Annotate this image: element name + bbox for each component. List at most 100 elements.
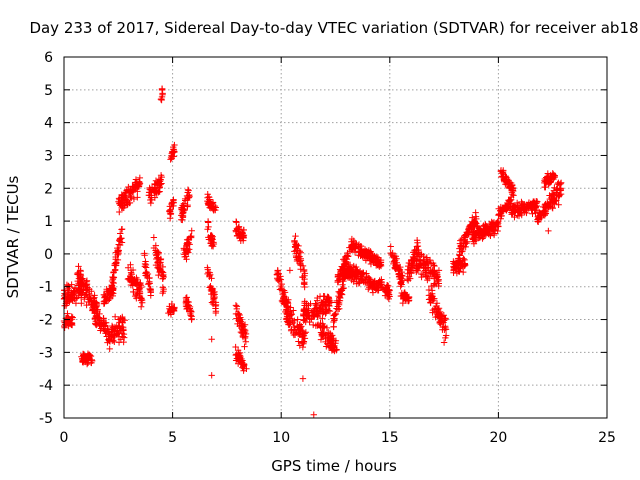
data-point-593 (127, 261, 134, 268)
data-point-1721 (355, 280, 363, 287)
data-point-1284 (299, 262, 307, 270)
data-point-980 (205, 234, 212, 241)
data-point-2317 (472, 213, 480, 220)
data-point-547 (123, 196, 130, 204)
data-point-1176 (274, 267, 281, 274)
data-point-2436 (473, 231, 480, 238)
data-point-2419 (490, 231, 498, 239)
data-point-2554 (508, 182, 516, 189)
data-point-2116 (431, 262, 438, 270)
data-point-1164 (276, 286, 284, 293)
data-point-856 (188, 227, 195, 235)
data-point-2548 (509, 187, 517, 195)
data-point-466 (111, 260, 119, 267)
data-point-348 (106, 294, 114, 301)
data-point-618 (137, 297, 145, 304)
data-point-353 (106, 345, 113, 353)
data-point-609 (129, 266, 137, 274)
data-point-2267 (456, 259, 464, 267)
data-point-2136 (425, 264, 432, 272)
data-point-1006 (209, 285, 217, 293)
data-point-1487 (325, 336, 332, 344)
data-point-2266 (450, 260, 457, 267)
data-point-2442 (482, 227, 489, 234)
data-point-1407 (321, 308, 329, 315)
data-points (60, 85, 565, 418)
data-point-960 (209, 233, 216, 240)
data-point-2329 (468, 218, 476, 225)
data-point-2443 (477, 228, 485, 236)
data-point-2750 (551, 174, 558, 181)
data-point-2174 (433, 300, 441, 307)
x-axis-ticks: 0 5 10 15 20 25 (60, 57, 616, 446)
data-point-889 (184, 248, 191, 256)
chart-title: Day 233 of 2017, Sidereal Day-to-day VTE… (29, 19, 638, 37)
data-point-2181 (441, 323, 449, 330)
data-point-616 (137, 282, 145, 289)
data-point-1243 (295, 338, 302, 345)
data-point-2137 (429, 270, 436, 278)
data-point-1862 (370, 258, 377, 265)
data-point-1735 (368, 283, 376, 291)
data-point-465 (110, 274, 117, 282)
data-point-2637 (518, 209, 525, 216)
data-point-1073 (241, 343, 248, 350)
data-point-1086 (237, 328, 245, 336)
y-tick-label-2: -3 (39, 345, 53, 361)
data-point-949 (206, 196, 213, 203)
data-point-1859 (355, 242, 363, 249)
data-point-2652 (509, 210, 516, 217)
data-point-2261 (450, 266, 458, 273)
data-point-41 (72, 300, 80, 307)
data-point-613 (134, 290, 141, 297)
data-point-850 (185, 191, 193, 199)
data-point-2131 (413, 265, 420, 272)
data-point-2211 (436, 318, 443, 326)
data-point-1489 (320, 324, 328, 331)
data-point-2658 (511, 206, 518, 213)
data-point-1723 (369, 280, 376, 287)
data-point-1907 (382, 288, 390, 295)
data-point-1410 (308, 316, 315, 323)
data-point-714 (159, 284, 167, 291)
data-point-60 (68, 281, 75, 288)
data-point-2118 (413, 243, 421, 250)
data-point-1235 (285, 318, 292, 326)
data-point-1256 (285, 296, 292, 304)
data-point-696 (151, 194, 159, 201)
data-point-2660 (520, 205, 527, 213)
data-point-607 (128, 271, 135, 278)
data-point-1238 (291, 317, 298, 325)
data-point-80 (70, 289, 77, 296)
plot-border (63, 56, 608, 419)
data-point-1045 (232, 218, 240, 225)
data-point-16 (78, 300, 85, 307)
data-point-1846 (376, 263, 383, 270)
data-point-619 (134, 278, 141, 286)
data-point-2763 (555, 201, 562, 208)
data-point-1274 (297, 266, 304, 273)
x-tick-label-4: 20 (489, 430, 507, 446)
data-point-555 (123, 186, 131, 193)
data-point-2096 (424, 276, 431, 284)
data-point-917 (187, 308, 195, 315)
data-point-1531 (330, 323, 337, 330)
data-point-2082 (419, 271, 427, 278)
data-point-1677 (359, 274, 366, 282)
y-tick-label-9: 4 (44, 116, 53, 132)
data-point-1593 (341, 255, 348, 263)
data-point-556 (119, 202, 126, 210)
data-point-1361 (325, 293, 332, 301)
data-point-852 (180, 205, 187, 213)
data-point-205 (83, 277, 91, 284)
data-point-1900 (383, 284, 391, 291)
data-point-1177 (278, 280, 286, 288)
data-point-1253 (299, 343, 307, 351)
data-point-1544 (337, 288, 344, 295)
data-point-1421 (316, 307, 323, 315)
data-point-1292 (300, 266, 308, 274)
data-point-851 (184, 203, 191, 210)
data-point-194 (83, 285, 91, 292)
data-point-1419 (308, 308, 316, 316)
data-point-975 (210, 240, 218, 248)
